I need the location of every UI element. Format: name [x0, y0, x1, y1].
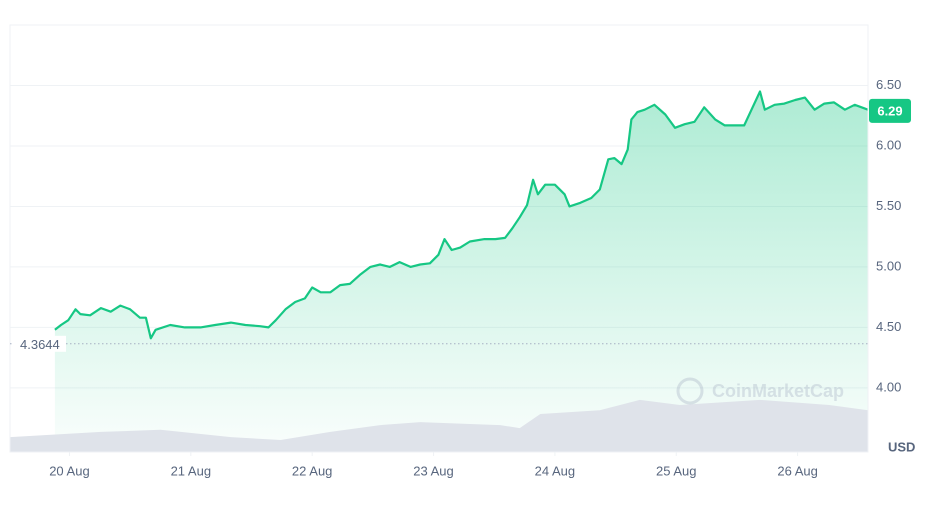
x-tick-label: 25 Aug — [656, 463, 697, 478]
y-tick-label: 4.00 — [876, 379, 901, 394]
price-badge — [869, 98, 911, 123]
watermark-group: CoinMarketCap — [676, 377, 844, 405]
x-tick-label: 23 Aug — [413, 463, 454, 478]
x-tick-label: 21 Aug — [171, 463, 212, 478]
x-tick-label: 24 Aug — [535, 463, 576, 478]
y-tick-label: 6.50 — [876, 77, 901, 92]
y-unit: USD — [888, 439, 915, 454]
baseline-label: 4.3644 — [20, 337, 60, 352]
x-tick-label: 22 Aug — [292, 463, 333, 478]
price-badge-label: 6.29 — [877, 103, 902, 118]
x-tick-label: 20 Aug — [49, 463, 90, 478]
plot — [10, 84, 868, 452]
watermark-logo — [676, 377, 704, 405]
y-tick-label: 4.50 — [876, 319, 901, 334]
volume-area — [10, 399, 868, 452]
plot-frame — [9, 24, 869, 453]
y-tick-label: 6.00 — [876, 137, 901, 152]
price-area — [54, 91, 868, 452]
watermark: CoinMarketCap — [712, 381, 844, 401]
y-tick-label: 5.50 — [876, 198, 901, 213]
x-tick-label: 26 Aug — [777, 463, 818, 478]
price-line — [54, 90, 868, 340]
baseline-label-bg — [14, 335, 66, 352]
y-tick-label: 5.00 — [876, 258, 901, 273]
